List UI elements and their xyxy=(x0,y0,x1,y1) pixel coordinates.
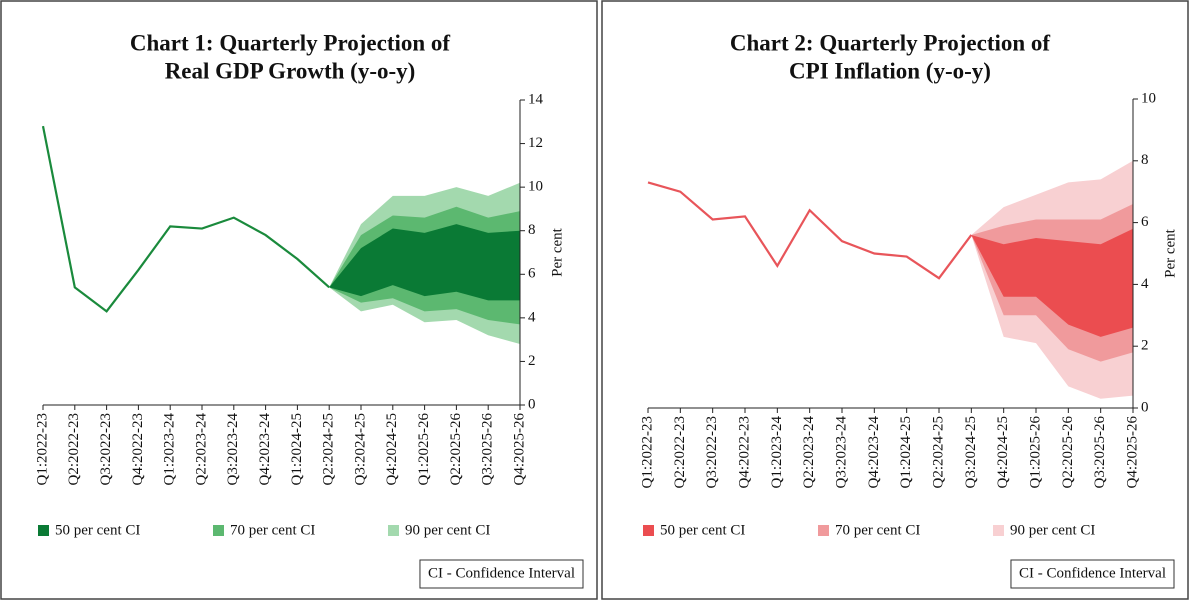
x-tick-label: Q4:2023-24 xyxy=(866,416,882,489)
legend-label: 90 per cent CI xyxy=(405,522,490,538)
x-tick-label: Q2:2022-23 xyxy=(672,416,688,489)
x-tick-label: Q2:2024-25 xyxy=(321,413,337,486)
y-tick-label: 4 xyxy=(528,309,536,325)
y-tick-label: 6 xyxy=(528,266,536,282)
x-tick-label: Q1:2025-26 xyxy=(416,413,432,486)
x-tick-label: Q2:2024-25 xyxy=(930,416,946,489)
legend-label: 90 per cent CI xyxy=(1010,522,1095,538)
footnote-box xyxy=(1010,559,1175,589)
y-tick-label: 12 xyxy=(528,135,543,151)
y-tick-label: 4 xyxy=(1141,276,1149,292)
legend-label: 50 per cent CI xyxy=(660,522,745,538)
legend-swatch xyxy=(993,525,1004,536)
x-tick-label: Q4:2024-25 xyxy=(384,413,400,486)
y-tick-label: 8 xyxy=(1141,152,1149,168)
y-axis-label: Per cent xyxy=(1162,228,1178,278)
legend-label: 50 per cent CI xyxy=(55,522,140,538)
legend-swatch xyxy=(643,525,654,536)
x-tick-label: Q4:2022-23 xyxy=(130,413,146,486)
x-tick-label: Q2:2025-26 xyxy=(1060,416,1076,489)
y-tick-label: 2 xyxy=(528,353,536,369)
y-axis-label: Per cent xyxy=(549,227,565,277)
y-tick-label: 14 xyxy=(528,91,544,107)
x-tick-label: Q4:2024-25 xyxy=(995,416,1011,489)
x-tick-label: Q3:2025-26 xyxy=(480,413,496,486)
data-line xyxy=(647,181,973,280)
x-tick-label: Q1:2024-25 xyxy=(289,413,305,486)
ci-band xyxy=(329,224,520,301)
x-tick-label: Q1:2025-26 xyxy=(1027,416,1043,489)
chart-title: Chart 1: Quarterly Projection of xyxy=(130,30,451,55)
y-tick-label: 8 xyxy=(528,222,536,238)
y-tick-label: 0 xyxy=(1141,399,1149,415)
x-tick-label: Q3:2023-24 xyxy=(833,416,849,489)
x-tick-label: Q3:2024-25 xyxy=(963,416,979,489)
legend-swatch xyxy=(38,525,49,536)
legend-label: 70 per cent CI xyxy=(835,522,920,538)
x-tick-label: Q4:2025-26 xyxy=(1124,416,1140,489)
x-tick-label: Q2:2023-24 xyxy=(801,416,817,489)
y-tick-label: 2 xyxy=(1141,338,1149,354)
x-tick-label: Q2:2022-23 xyxy=(66,413,82,486)
x-tick-label: Q3:2025-26 xyxy=(1092,416,1108,489)
chart-title: CPI Inflation (y-o-y) xyxy=(789,58,991,83)
x-tick-label: Q1:2022-23 xyxy=(34,413,50,486)
x-tick-label: Q2:2023-24 xyxy=(193,413,209,486)
x-tick-label: Q3:2024-25 xyxy=(352,413,368,486)
y-tick-label: 6 xyxy=(1141,214,1149,230)
footnote: CI - Confidence Interval xyxy=(1019,565,1166,581)
legend-label: 70 per cent CI xyxy=(230,522,315,538)
x-tick-label: Q3:2023-24 xyxy=(225,413,241,486)
data-line xyxy=(41,125,330,313)
legend-swatch xyxy=(388,525,399,536)
x-tick-label: Q3:2022-23 xyxy=(704,416,720,489)
chart-title: Chart 2: Quarterly Projection of xyxy=(730,30,1051,55)
ci-band xyxy=(971,228,1133,337)
y-tick-label: 10 xyxy=(528,179,543,195)
x-tick-label: Q1:2023-24 xyxy=(769,416,785,489)
chart-title: Real GDP Growth (y-o-y) xyxy=(165,58,416,83)
legend-swatch xyxy=(818,525,829,536)
x-tick-label: Q1:2023-24 xyxy=(162,413,178,486)
y-tick-label: 10 xyxy=(1141,90,1156,106)
x-tick-label: Q4:2022-23 xyxy=(736,416,752,489)
x-tick-label: Q3:2022-23 xyxy=(98,413,114,486)
y-tick-label: 0 xyxy=(528,396,536,412)
x-tick-label: Q1:2022-23 xyxy=(639,416,655,489)
x-tick-label: Q1:2024-25 xyxy=(898,416,914,489)
footnote-box xyxy=(419,559,584,589)
x-tick-label: Q2:2025-26 xyxy=(448,413,464,486)
footnote: CI - Confidence Interval xyxy=(428,565,575,581)
x-tick-label: Q4:2025-26 xyxy=(511,413,527,486)
legend-swatch xyxy=(213,525,224,536)
x-tick-label: Q4:2023-24 xyxy=(257,413,273,486)
